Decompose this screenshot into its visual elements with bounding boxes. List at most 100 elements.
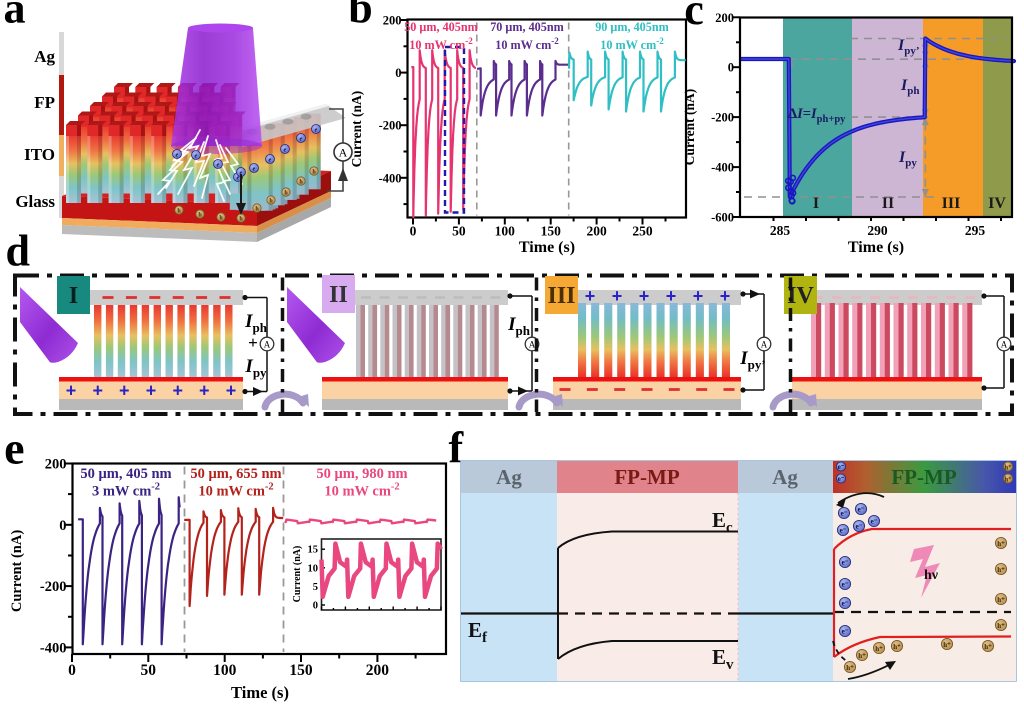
svg-text:e⁻: e⁻	[841, 510, 848, 518]
svg-text:3 mW cm-2: 3 mW cm-2	[92, 482, 160, 500]
svg-text:A: A	[339, 146, 348, 160]
svg-text:10 mW cm-2: 10 mW cm-2	[198, 482, 273, 500]
svg-text:e: e	[195, 153, 198, 160]
svg-text:a: a	[4, 0, 26, 33]
svg-text:e⁻: e⁻	[840, 527, 847, 535]
svg-text:Ipy’: Ipy’	[897, 37, 920, 57]
svg-text:0: 0	[313, 601, 318, 612]
svg-text:50: 50	[141, 662, 157, 679]
svg-text:-200: -200	[711, 111, 734, 125]
svg-text:e⁻: e⁻	[838, 475, 845, 483]
svg-text:50 μm, 980 nm: 50 μm, 980 nm	[316, 466, 407, 482]
svg-text:e: e	[300, 136, 303, 143]
svg-text:+: +	[666, 286, 677, 306]
svg-text:10 mW cm-2: 10 mW cm-2	[409, 36, 473, 52]
svg-text:h: h	[255, 207, 259, 213]
svg-text:FP-MP: FP-MP	[891, 465, 956, 489]
svg-text:150: 150	[541, 224, 562, 239]
svg-text:Ipy’: Ipy’	[739, 348, 765, 372]
svg-text:+: +	[612, 286, 623, 306]
svg-text:h⁺: h⁺	[1004, 463, 1012, 471]
svg-text:h⁺: h⁺	[1004, 475, 1012, 483]
svg-text:200: 200	[586, 224, 607, 239]
svg-text:Ipy: Ipy	[244, 356, 267, 380]
svg-text:h: h	[198, 213, 202, 219]
svg-text:+: +	[119, 381, 130, 401]
svg-text:Time (s): Time (s)	[231, 683, 289, 702]
svg-text:10 mW cm-2: 10 mW cm-2	[600, 36, 664, 52]
svg-text:IV: IV	[988, 195, 1006, 212]
svg-text:h⁺: h⁺	[997, 622, 1005, 630]
svg-text:+: +	[172, 381, 183, 401]
svg-text:Current (nA): Current (nA)	[349, 91, 364, 168]
svg-text:h: h	[177, 209, 181, 215]
svg-text:e⁻: e⁻	[842, 600, 849, 608]
svg-text:200: 200	[45, 457, 67, 473]
svg-text:Glass: Glass	[15, 192, 55, 211]
svg-text:50 μm, 655 nm: 50 μm, 655 nm	[190, 466, 281, 482]
svg-text:+: +	[585, 286, 596, 306]
svg-text:Current (nA): Current (nA)	[292, 546, 303, 603]
svg-text:ΔI=Iph+py: ΔI=Iph+py	[788, 106, 846, 125]
svg-text:200: 200	[715, 11, 734, 25]
svg-text:I: I	[813, 195, 819, 212]
svg-text:-400: -400	[711, 161, 734, 175]
svg-text:h⁺: h⁺	[997, 566, 1005, 574]
svg-text:A: A	[1001, 340, 1008, 350]
svg-text:e: e	[4, 423, 24, 474]
svg-text:90 μm, 405nm: 90 μm, 405nm	[595, 20, 669, 34]
svg-text:+: +	[92, 381, 103, 401]
svg-text:+: +	[720, 286, 731, 306]
svg-text:295: 295	[965, 223, 986, 238]
svg-text:15: 15	[308, 545, 319, 556]
svg-text:70 μm, 405nm: 70 μm, 405nm	[490, 20, 564, 34]
svg-text:Ag: Ag	[772, 465, 798, 489]
svg-text:h: h	[299, 180, 303, 186]
svg-text:200: 200	[366, 662, 390, 679]
svg-text:e: e	[253, 166, 256, 173]
svg-text:290: 290	[867, 223, 888, 238]
svg-text:Time (s): Time (s)	[848, 239, 904, 256]
svg-text:e⁻: e⁻	[842, 581, 849, 589]
svg-text:h⁺: h⁺	[858, 652, 866, 660]
svg-text:e: e	[217, 162, 220, 169]
svg-text:hν: hν	[924, 568, 939, 583]
svg-text:e⁻: e⁻	[838, 463, 845, 471]
svg-text:e⁻: e⁻	[858, 506, 865, 514]
svg-text:h⁺: h⁺	[997, 596, 1005, 604]
svg-text:200: 200	[383, 14, 402, 28]
svg-text:50 μm, 405 nm: 50 μm, 405 nm	[80, 466, 171, 482]
svg-text:10: 10	[308, 563, 319, 574]
svg-text:+: +	[248, 333, 258, 352]
svg-text:Iph: Iph	[507, 314, 531, 338]
svg-text:-600: -600	[711, 211, 734, 225]
svg-text:h⁺: h⁺	[997, 540, 1005, 548]
svg-text:10 mW cm-2: 10 mW cm-2	[495, 36, 559, 52]
svg-text:A: A	[761, 340, 768, 350]
svg-text:+: +	[693, 286, 704, 306]
svg-text:0: 0	[395, 66, 401, 80]
svg-text:100: 100	[213, 662, 237, 679]
svg-text:ITO: ITO	[24, 145, 55, 164]
svg-text:III: III	[942, 195, 961, 212]
svg-text:h: h	[239, 217, 243, 223]
svg-text:e: e	[237, 175, 240, 182]
svg-text:e: e	[240, 170, 243, 177]
svg-text:150: 150	[289, 662, 313, 679]
svg-text:h⁺: h⁺	[875, 645, 883, 653]
svg-text:+: +	[199, 381, 210, 401]
svg-text:h: h	[284, 191, 288, 197]
svg-text:+: +	[639, 286, 650, 306]
svg-text:Ag: Ag	[34, 47, 55, 66]
svg-text:e⁻: e⁻	[842, 559, 849, 567]
svg-text:-400: -400	[379, 171, 402, 185]
svg-text:+: +	[66, 381, 77, 401]
svg-text:b: b	[348, 0, 372, 33]
svg-text:d: d	[6, 227, 30, 276]
svg-text:-400: -400	[40, 640, 67, 656]
svg-text:0: 0	[68, 662, 76, 679]
svg-text:Ipy: Ipy	[898, 149, 917, 169]
svg-text:Iph: Iph	[900, 77, 919, 97]
svg-text:h: h	[312, 170, 316, 176]
svg-text:0: 0	[728, 61, 734, 75]
